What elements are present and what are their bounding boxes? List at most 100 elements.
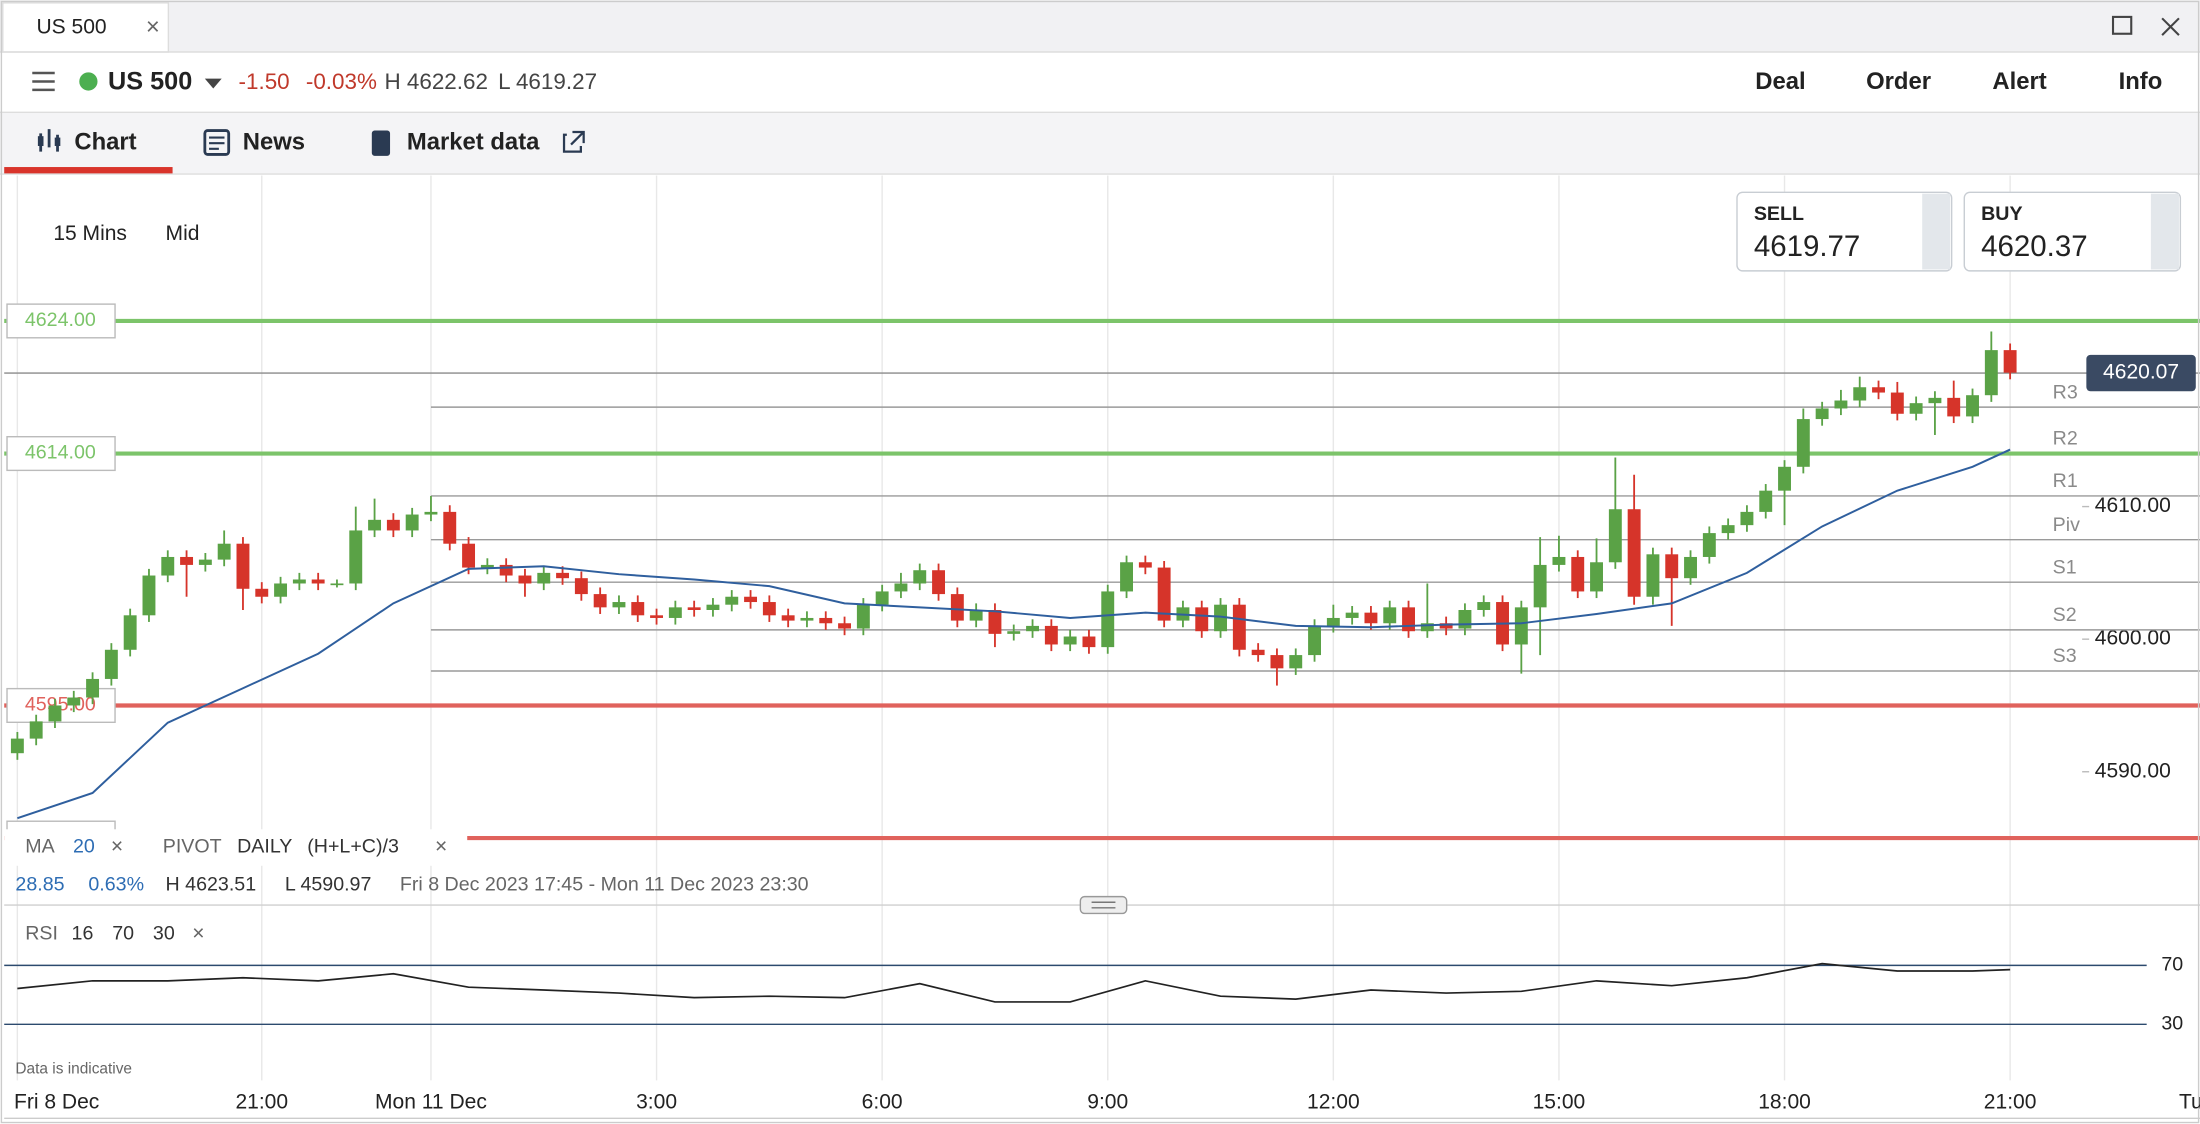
candle-body <box>142 575 156 616</box>
tab-market-data[interactable]: Market data <box>407 128 540 155</box>
candle-body <box>1684 556 1697 579</box>
market-data-icon[interactable] <box>371 130 391 156</box>
tab-title[interactable]: US 500 <box>36 16 106 39</box>
action-info[interactable]: Info <box>2119 68 2163 95</box>
level-label: 4614.00 <box>25 442 96 464</box>
rsi-tick-label: 70 <box>2161 954 2183 976</box>
last-price-box <box>2086 354 2196 392</box>
buy-price[interactable]: 4620.37 <box>1981 230 2087 263</box>
candle-body <box>1928 397 1942 404</box>
candle-body <box>1947 397 1961 417</box>
rsi-line <box>17 962 2011 1003</box>
tab-news[interactable]: News <box>243 128 305 155</box>
candle-body <box>1101 591 1115 648</box>
candle-body <box>1458 609 1472 629</box>
tab-chart[interactable]: Chart <box>74 128 136 155</box>
candle-body <box>913 570 927 584</box>
sell-box[interactable] <box>1736 191 1953 272</box>
stats-range: Fri 8 Dec 2023 17:45 - Mon 11 Dec 2023 2… <box>400 874 809 896</box>
candle-body <box>1815 408 1829 420</box>
dropdown-icon[interactable] <box>204 78 222 89</box>
instrument-name[interactable]: US 500 <box>108 68 192 96</box>
candle-body <box>819 617 833 624</box>
action-alert[interactable]: Alert <box>1992 68 2046 95</box>
candle-body <box>988 609 1002 634</box>
candle-body <box>650 615 664 618</box>
candle-body <box>631 602 645 616</box>
candle-body <box>1966 395 1979 417</box>
candle-body <box>950 594 964 621</box>
candle-body <box>1853 387 1867 401</box>
candle-body <box>1909 403 1923 414</box>
news-icon-lines[interactable] <box>209 136 225 150</box>
candle-body <box>1120 562 1133 592</box>
candle-body <box>1082 636 1096 648</box>
action-deal[interactable]: Deal <box>1755 68 1805 95</box>
maximize-icon[interactable] <box>2111 15 2133 35</box>
y-tick-label: 4610.00 <box>2095 494 2171 517</box>
pivot-label: Piv <box>2053 514 2080 536</box>
stats-low: L 4590.97 <box>285 874 372 896</box>
sell-price[interactable]: 4619.77 <box>1754 230 1860 263</box>
x-tick-label: 6:00 <box>862 1090 903 1113</box>
candle-body <box>1477 602 1491 610</box>
legend-pivot-formula: (H+L+C)/3 <box>307 836 399 858</box>
candle-body <box>781 615 795 621</box>
x-tick-label: 18:00 <box>1758 1090 1811 1113</box>
candle-body <box>1157 567 1171 621</box>
legend-background <box>4 829 468 866</box>
tab[interactable] <box>2 2 170 53</box>
moving-average-line <box>17 448 2011 820</box>
tab-strip <box>0 0 2200 52</box>
action-order[interactable]: Order <box>1866 68 1931 95</box>
buy-label[interactable]: BUY <box>1981 203 2022 225</box>
y-tick-label: 4600.00 <box>2095 627 2171 650</box>
candle-body <box>1420 623 1434 632</box>
candle-body <box>10 738 24 754</box>
pane-resize-handle[interactable] <box>1079 895 1128 915</box>
sell-label[interactable]: SELL <box>1754 203 1804 225</box>
x-tick-label: 9:00 <box>1087 1090 1128 1113</box>
external-link-icon[interactable] <box>562 130 585 153</box>
candle-body <box>1383 607 1397 624</box>
candle-body <box>856 604 870 629</box>
candle-body <box>217 543 231 560</box>
remove-pivot[interactable]: × <box>435 835 447 858</box>
active-tab-indicator <box>4 167 173 175</box>
sell-box-strip[interactable] <box>1922 193 1951 270</box>
candle-body <box>255 588 269 597</box>
candle-body <box>1364 612 1378 624</box>
candle-body <box>349 530 363 584</box>
interval-selector[interactable]: 15 Mins <box>53 222 127 245</box>
candle-body <box>556 572 570 579</box>
level-label: 4624.00 <box>25 309 96 331</box>
pivot-label: S1 <box>2053 556 2077 578</box>
chart-icon-body[interactable] <box>37 136 44 146</box>
tab-close[interactable]: × <box>146 13 160 40</box>
candle-body <box>1270 655 1284 669</box>
x-tick-label: Mon 11 Dec <box>375 1090 487 1113</box>
price-type-selector[interactable]: Mid <box>166 222 200 245</box>
menu-icon[interactable] <box>32 71 55 92</box>
chart-icon-body[interactable] <box>54 137 61 146</box>
candle-body <box>1721 525 1735 534</box>
handle-grip[interactable] <box>1091 901 1116 909</box>
remove-ma[interactable]: × <box>111 835 123 858</box>
buy-box[interactable] <box>1963 191 2182 272</box>
candle-body <box>123 615 137 650</box>
price-change-pct: -0.03% <box>306 69 377 94</box>
news-icon[interactable] <box>203 129 231 156</box>
candle-body <box>86 678 100 698</box>
candle-body <box>706 604 720 610</box>
candle-body <box>1890 392 1904 414</box>
close-window-icon[interactable] <box>2161 17 2180 36</box>
x-tick-label: 21:00 <box>235 1090 288 1113</box>
candle-body <box>424 511 438 515</box>
candle-body <box>537 572 551 584</box>
buy-box-strip[interactable] <box>2150 193 2179 270</box>
candle-body <box>1345 612 1359 618</box>
candle-body <box>687 607 701 610</box>
stats-change-pct: 0.63% <box>88 874 144 896</box>
remove-rsi[interactable]: × <box>192 922 204 945</box>
